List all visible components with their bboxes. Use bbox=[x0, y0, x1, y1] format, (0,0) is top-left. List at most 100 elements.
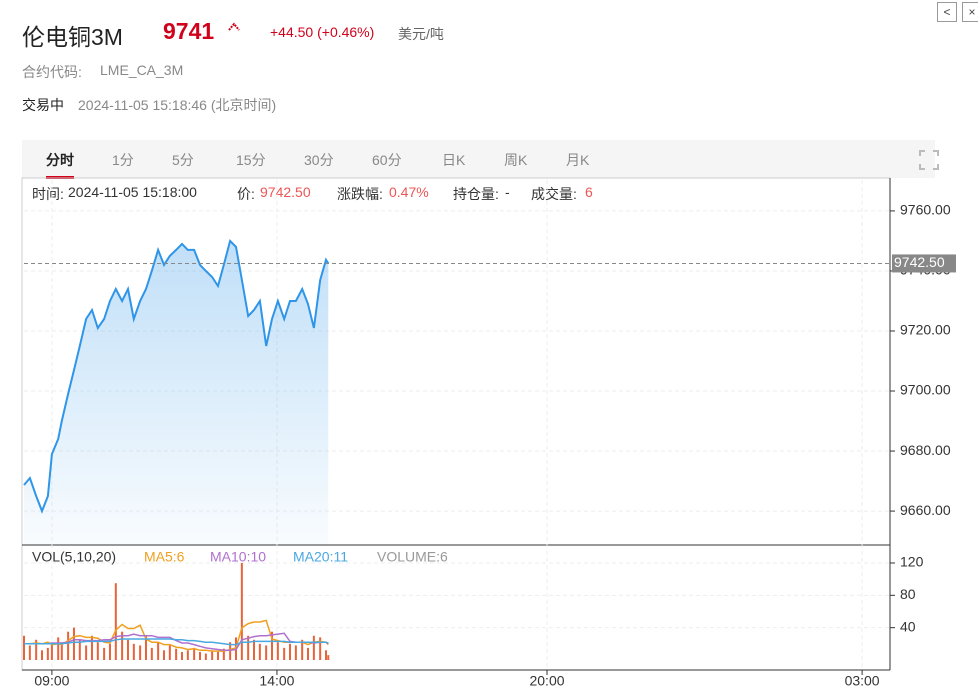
info-value: - bbox=[505, 184, 510, 200]
volume-bar bbox=[222, 648, 225, 660]
volume-bar bbox=[50, 643, 53, 660]
x-tick-label: 09:00 bbox=[34, 673, 69, 689]
volume-bar bbox=[139, 645, 142, 660]
volume-bar bbox=[150, 647, 153, 660]
volume-bar bbox=[121, 631, 124, 660]
volume-bar bbox=[162, 650, 165, 660]
volume-bar bbox=[72, 627, 75, 660]
volume-bar bbox=[41, 650, 44, 660]
ma-line bbox=[24, 638, 329, 646]
price-line bbox=[23, 238, 330, 514]
volume-bar bbox=[193, 647, 196, 660]
y-tick-label: 80 bbox=[900, 586, 916, 602]
volume-bar bbox=[103, 647, 106, 660]
volume-bar bbox=[126, 639, 129, 660]
y-tick-label: 9680.00 bbox=[900, 442, 951, 458]
volume-bar bbox=[253, 639, 256, 660]
volume-bar bbox=[283, 647, 286, 660]
volume-bar bbox=[312, 635, 315, 660]
info-value: 2024-11-05 15:18:00 bbox=[68, 184, 197, 200]
volume-bar bbox=[85, 645, 88, 660]
info-value: 0.47% bbox=[389, 184, 429, 200]
y-tick-label: 120 bbox=[900, 554, 924, 570]
info-label: 时间: bbox=[32, 186, 64, 202]
y-tick-label: 9660.00 bbox=[900, 502, 951, 518]
volume-bar bbox=[247, 635, 250, 660]
volume-bar bbox=[175, 648, 178, 660]
volume-bar bbox=[258, 643, 261, 660]
legend-entry: MA10:10 bbox=[210, 549, 266, 565]
volume-bar bbox=[108, 643, 111, 660]
volume-bar bbox=[211, 650, 214, 660]
tab[interactable]: 月K bbox=[566, 152, 590, 168]
volume-bar bbox=[294, 645, 297, 660]
y-tick-label: 9700.00 bbox=[900, 382, 951, 398]
legend-entry: MA5:6 bbox=[144, 549, 185, 565]
tab[interactable]: 60分 bbox=[372, 152, 402, 168]
info-label: 涨跌幅: bbox=[337, 186, 383, 202]
ma-line bbox=[24, 632, 329, 652]
tab[interactable]: 日K bbox=[442, 152, 466, 168]
volume-bar bbox=[46, 647, 49, 660]
volume-bar bbox=[240, 562, 243, 660]
volume-bar bbox=[198, 651, 201, 660]
tab[interactable]: 周K bbox=[504, 152, 528, 168]
volume-bar bbox=[144, 635, 147, 660]
time: 2024-11-05 15:18:46 (北京时间) bbox=[78, 97, 277, 113]
volume-bar bbox=[78, 639, 81, 660]
y-tick-label: 9720.00 bbox=[900, 322, 951, 338]
volume-bar bbox=[327, 655, 330, 660]
up-icon bbox=[228, 22, 240, 31]
unit: 美元/吨 bbox=[398, 26, 444, 42]
fullscreen-icon[interactable] bbox=[919, 150, 939, 170]
volume-bar bbox=[204, 653, 207, 660]
volume-bar bbox=[23, 635, 25, 660]
volume-bar bbox=[114, 583, 117, 660]
info-label: 持仓量: bbox=[453, 186, 499, 202]
volume-bar bbox=[157, 642, 160, 660]
code-label: 合约代码: bbox=[22, 64, 82, 80]
y-tick-label: 40 bbox=[900, 618, 916, 634]
volume-bar bbox=[57, 637, 60, 660]
volume-legend-label: VOL(5,10,20) bbox=[32, 549, 116, 565]
legend-entry: MA20:11 bbox=[293, 549, 348, 565]
volume-bar bbox=[168, 645, 171, 660]
volume-bar bbox=[325, 650, 328, 660]
tab[interactable]: 5分 bbox=[172, 152, 194, 168]
y-tick-label: 9760.00 bbox=[900, 202, 951, 218]
volume-bar bbox=[186, 650, 189, 660]
volume-bar bbox=[67, 631, 70, 660]
volume-bar bbox=[96, 642, 99, 660]
tab[interactable]: 15分 bbox=[236, 152, 266, 168]
x-tick-label: 14:00 bbox=[259, 673, 294, 689]
prev-button[interactable]: < bbox=[937, 2, 957, 22]
volume-bar bbox=[28, 645, 31, 660]
code: LME_CA_3M bbox=[100, 62, 184, 78]
last-price-label: 9742.50 bbox=[894, 254, 945, 270]
price: 9741 bbox=[163, 18, 215, 44]
close-button[interactable]: × bbox=[962, 2, 978, 22]
change: +44.50 (+0.46%) bbox=[270, 24, 375, 40]
last-price-box bbox=[892, 254, 956, 273]
volume-bar bbox=[90, 635, 93, 660]
volume-bar bbox=[276, 642, 279, 660]
tab[interactable]: 30分 bbox=[304, 152, 334, 168]
volume-bar bbox=[307, 647, 310, 660]
volume-bar bbox=[301, 639, 304, 660]
volume-bar bbox=[35, 639, 38, 660]
x-tick-label: 20:00 bbox=[529, 673, 564, 689]
volume-bar bbox=[271, 631, 274, 660]
tab[interactable]: 1分 bbox=[112, 152, 134, 168]
info-label: 价: bbox=[237, 186, 255, 202]
volume-bar bbox=[216, 651, 219, 660]
ma-line bbox=[24, 619, 329, 652]
info-value: 6 bbox=[585, 184, 593, 200]
volume-label: VOLUME:6 bbox=[377, 549, 448, 565]
volume-bar bbox=[319, 637, 322, 660]
volume-bar bbox=[180, 651, 183, 660]
volume-bar bbox=[229, 642, 232, 660]
volume-bar bbox=[265, 645, 268, 660]
x-tick-label: 03:00 bbox=[845, 673, 880, 689]
